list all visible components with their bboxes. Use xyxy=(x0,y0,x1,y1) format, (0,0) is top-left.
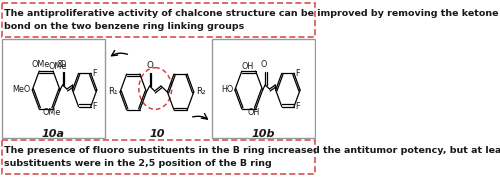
Text: 10b: 10b xyxy=(252,129,275,139)
Text: OH: OH xyxy=(242,62,254,71)
Text: The antiproliferative activity of chalcone structure can be improved by removing: The antiproliferative activity of chalco… xyxy=(4,9,500,18)
Text: F: F xyxy=(295,69,300,78)
Text: OMe: OMe xyxy=(32,60,50,69)
Text: MeO: MeO xyxy=(12,85,31,95)
Text: 10a: 10a xyxy=(42,129,64,139)
Text: R₂: R₂ xyxy=(196,87,205,96)
Text: substituents were in the 2,5 position of the B ring: substituents were in the 2,5 position of… xyxy=(4,159,272,168)
Text: OH: OH xyxy=(248,108,260,117)
Text: R₁: R₁ xyxy=(108,87,118,96)
Text: bond on the two benzene ring linking groups: bond on the two benzene ring linking gro… xyxy=(4,22,244,31)
Text: O: O xyxy=(60,60,66,69)
Text: OMe: OMe xyxy=(48,62,67,71)
Text: HO: HO xyxy=(222,85,234,95)
Text: 10: 10 xyxy=(150,129,165,139)
Text: O: O xyxy=(260,60,267,69)
Text: F: F xyxy=(295,102,300,111)
Text: O: O xyxy=(146,61,153,70)
Text: The presence of fluoro substituents in the B ring increased the antitumor potenc: The presence of fluoro substituents in t… xyxy=(4,146,500,155)
Text: OMe: OMe xyxy=(42,108,60,117)
Text: F: F xyxy=(92,69,96,78)
Text: F: F xyxy=(92,102,96,111)
Text: O: O xyxy=(57,60,63,69)
